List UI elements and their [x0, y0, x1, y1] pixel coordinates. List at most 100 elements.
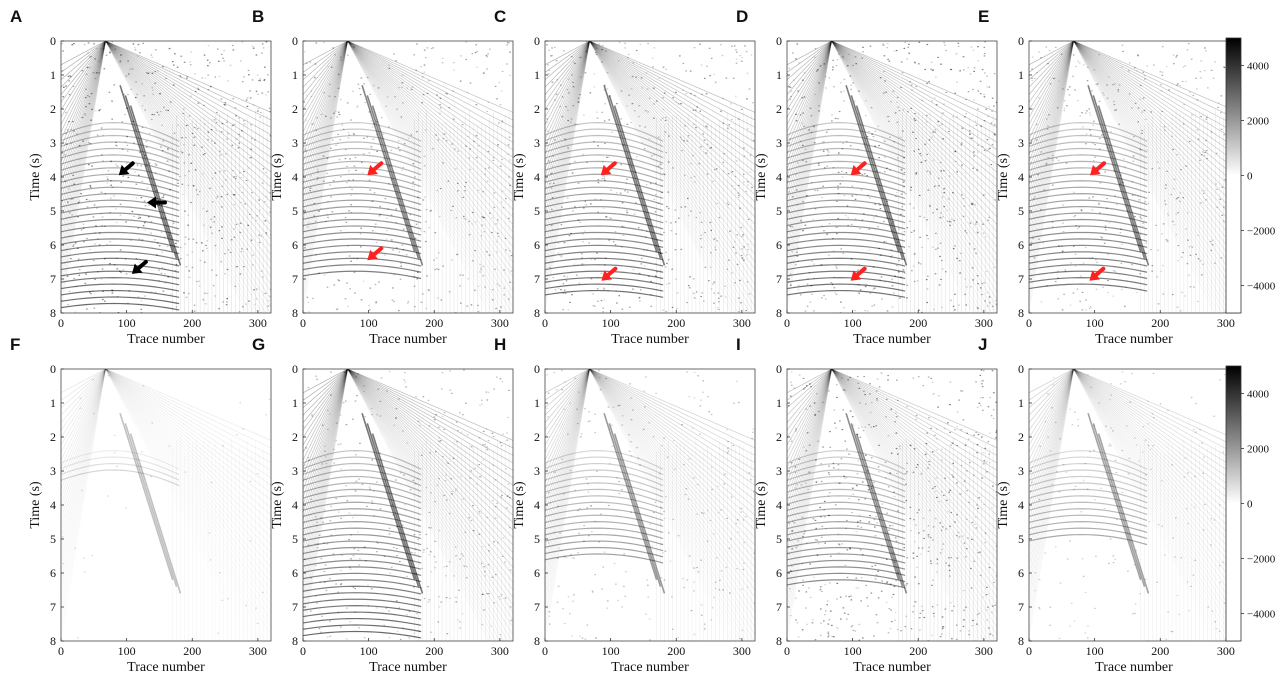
- event-right-24: [1073, 41, 1239, 293]
- event-left-7: [303, 369, 348, 446]
- noise-speck: [746, 98, 748, 100]
- event-left-24: [61, 41, 106, 245]
- noise-speck: [393, 547, 395, 549]
- noise-speck: [119, 214, 122, 216]
- noise-speck: [110, 160, 112, 162]
- noise-speck: [198, 190, 201, 193]
- event-left-20: [787, 41, 832, 215]
- event-left-3: [303, 369, 348, 416]
- noise-speck: [469, 82, 472, 84]
- noise-speck: [356, 395, 358, 397]
- event-right-24: [347, 369, 513, 621]
- event-right-20: [589, 369, 755, 591]
- noise-speck: [686, 197, 689, 200]
- noise-speck: [140, 308, 143, 310]
- noise-speck: [595, 53, 598, 56]
- noise-speck: [753, 490, 755, 492]
- reflection-22: [61, 264, 180, 273]
- noise-speck: [1188, 274, 1190, 276]
- noise-speck: [144, 109, 146, 111]
- noise-speck: [946, 209, 949, 212]
- noise-speck: [1211, 239, 1214, 241]
- noise-speck: [115, 141, 117, 143]
- noise-speck: [576, 123, 578, 125]
- noise-speck: [920, 161, 923, 163]
- noise-speck: [967, 67, 969, 69]
- noise-speck: [910, 84, 913, 86]
- noise-speck: [160, 216, 162, 218]
- noise-speck: [423, 155, 426, 157]
- noise-speck: [977, 90, 980, 92]
- noise-speck: [94, 232, 96, 234]
- noise-speck: [677, 535, 680, 537]
- noise-speck: [438, 426, 440, 428]
- noise-speck: [428, 425, 431, 427]
- noise-speck: [745, 50, 748, 53]
- noise-speck: [183, 292, 185, 294]
- noise-speck: [896, 96, 899, 99]
- noise-speck: [841, 377, 843, 379]
- event-left-33: [303, 369, 348, 640]
- noise-speck: [224, 179, 227, 181]
- noise-speck: [479, 271, 481, 273]
- noise-speck: [1202, 263, 1204, 265]
- noise-speck: [836, 226, 839, 229]
- noise-speck: [188, 170, 190, 172]
- reflection-13: [787, 533, 906, 546]
- noise-speck: [321, 424, 324, 426]
- noise-speck: [480, 269, 482, 271]
- noise-speck: [684, 125, 687, 127]
- noise-speck: [738, 297, 740, 299]
- reflection-20: [787, 251, 906, 261]
- noise-speck: [366, 505, 368, 508]
- noise-speck: [879, 204, 881, 206]
- noise-speck: [267, 305, 270, 307]
- noise-speck: [687, 215, 690, 217]
- x-tick-label: 0: [300, 316, 306, 330]
- noise-speck: [1074, 265, 1077, 267]
- event-right-15: [831, 41, 997, 225]
- event-left-7: [787, 369, 832, 446]
- noise-speck: [888, 60, 891, 62]
- seismic-gather-F: [61, 369, 271, 641]
- noise-speck: [789, 138, 791, 140]
- event-right-8: [589, 369, 755, 501]
- noise-speck: [563, 493, 565, 495]
- noise-speck: [709, 519, 712, 522]
- noise-speck: [402, 577, 405, 579]
- y-axis-title: Time (s): [512, 481, 527, 529]
- event-left-15: [61, 41, 106, 178]
- noise-speck: [77, 637, 79, 639]
- event-left-5: [545, 41, 590, 103]
- noise-speck: [371, 459, 374, 461]
- noise-speck: [455, 217, 458, 219]
- noise-speck: [143, 95, 145, 97]
- noise-speck: [264, 171, 267, 174]
- noise-speck: [504, 597, 507, 599]
- noise-speck: [258, 241, 261, 244]
- noise-speck: [1047, 156, 1050, 159]
- noise-speck: [419, 534, 421, 536]
- noise-speck: [835, 65, 838, 67]
- noise-speck: [428, 227, 431, 229]
- noise-speck: [240, 177, 243, 179]
- noise-speck: [906, 227, 909, 229]
- y-axis-title: Time (s): [270, 153, 285, 201]
- noise-speck: [1115, 109, 1117, 111]
- noise-speck: [500, 306, 502, 308]
- event-left-5: [61, 369, 106, 431]
- noise-speck: [827, 151, 830, 153]
- noise-speck: [340, 468, 343, 470]
- noise-speck: [1191, 246, 1194, 248]
- event-right-5: [831, 369, 997, 479]
- noise-speck: [163, 268, 166, 271]
- noise-speck: [1163, 126, 1166, 128]
- event-right-33: [1073, 41, 1216, 313]
- noise-speck: [664, 550, 667, 552]
- event-right-7: [347, 41, 513, 166]
- noise-speck: [386, 390, 388, 392]
- event-right-22: [1073, 41, 1239, 278]
- noise-speck: [653, 511, 655, 514]
- reflection-9: [545, 180, 664, 194]
- noise-speck: [216, 48, 219, 50]
